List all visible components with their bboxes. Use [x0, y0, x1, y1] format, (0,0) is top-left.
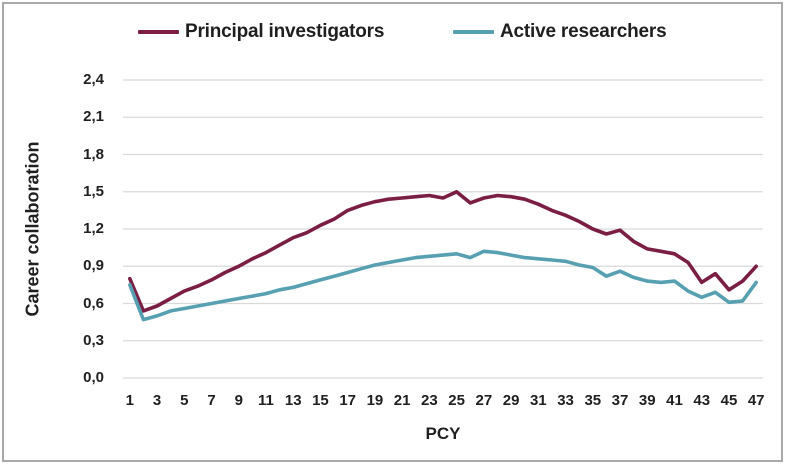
y-tick-label: 1,2 — [83, 220, 104, 237]
legend-label-principal-investigators: Principal investigators — [185, 21, 385, 42]
x-tick-label: 27 — [475, 392, 493, 409]
legend-swatch-active-researchers — [453, 30, 494, 34]
y-tick-label: 1,5 — [83, 182, 104, 200]
x-tick-label: 47 — [747, 392, 765, 409]
series-line-principal-investigators — [128, 190, 759, 313]
y-tick-label: 0,9 — [83, 257, 104, 275]
x-tick-label: 35 — [584, 392, 602, 409]
x-tick-label: 19 — [366, 392, 384, 409]
series-line-active-researchers — [128, 249, 759, 322]
x-tick-label: 43 — [693, 392, 711, 409]
y-tick-label: 0,0 — [83, 369, 104, 386]
x-tick-label: 9 — [234, 392, 243, 409]
legend-label-active-researchers: Active researchers — [500, 21, 667, 42]
x-tick-label: 41 — [666, 392, 683, 409]
legend-item-principal-investigators: Principal investigators — [138, 20, 384, 44]
x-tick-label: 25 — [448, 392, 465, 409]
x-tick-label: 31 — [529, 392, 547, 409]
x-tick-label: 33 — [557, 392, 574, 409]
x-tick-label: 37 — [611, 392, 629, 409]
x-tick-label: 15 — [312, 392, 329, 409]
x-tick-label: 7 — [207, 392, 216, 409]
x-tick-label: 17 — [339, 392, 357, 409]
y-tick-label: 2,4 — [83, 71, 104, 88]
x-tick-label: 23 — [421, 392, 438, 409]
x-tick-label: 1 — [125, 392, 134, 409]
x-tick-label: 5 — [180, 392, 189, 409]
y-tick-label: 0,6 — [83, 294, 104, 312]
legend-swatch-principal-investigators — [138, 30, 179, 34]
x-tick-label: 45 — [720, 392, 738, 409]
y-axis-title: Career collaboration — [22, 141, 43, 317]
x-axis-title: PCY — [425, 424, 461, 443]
x-tick-label: 39 — [638, 392, 656, 409]
x-tick-label: 3 — [152, 392, 162, 409]
x-tick-label: 13 — [284, 392, 302, 409]
y-tick-label: 0,3 — [83, 331, 104, 349]
y-tick-label: 1,8 — [83, 145, 104, 163]
legend-item-active-researchers: Active researchers — [453, 20, 667, 44]
x-tick-label: 11 — [258, 392, 274, 409]
x-tick-label: 29 — [502, 392, 520, 409]
y-tick-label: 2,1 — [83, 108, 104, 126]
x-tick-label: 21 — [393, 392, 411, 409]
